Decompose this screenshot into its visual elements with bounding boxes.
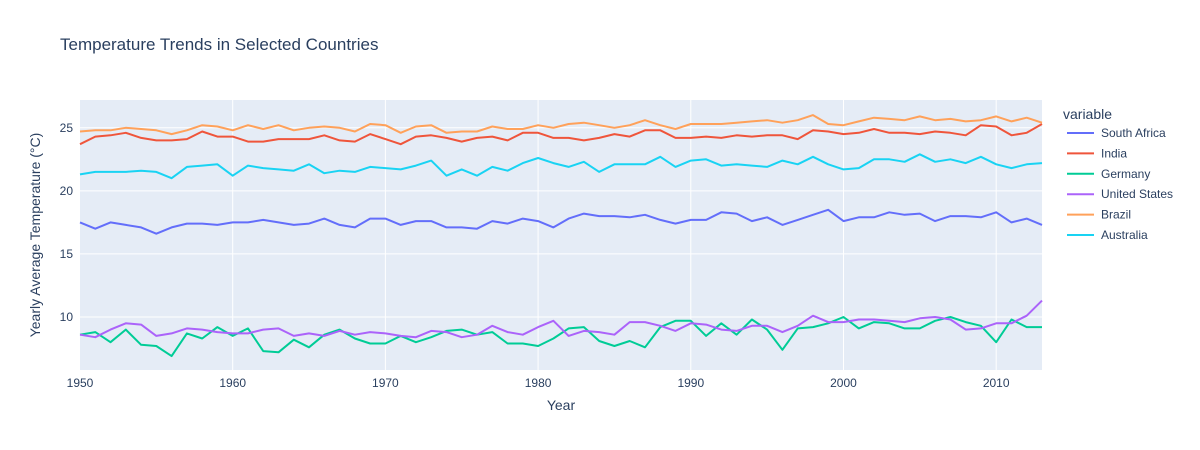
series-line-india — [79, 123, 1043, 146]
y-tick-label: 10 — [60, 310, 74, 324]
y-tick-label: 20 — [60, 184, 74, 198]
legend-label: Brazil — [1101, 208, 1131, 222]
legend-label: India — [1101, 146, 1127, 160]
legend-item-brazil[interactable]: Brazil — [1067, 208, 1131, 222]
legend-item-south-africa[interactable]: South Africa — [1067, 126, 1166, 140]
chart-title: Temperature Trends in Selected Countries — [60, 35, 378, 54]
legend-item-germany[interactable]: Germany — [1067, 167, 1150, 181]
x-tick-label: 2000 — [830, 376, 857, 390]
series-line-germany — [79, 316, 1042, 358]
y-tick-label: 15 — [60, 247, 74, 261]
legend-label: United States — [1101, 187, 1173, 201]
series-lines — [79, 114, 1043, 358]
x-axis-title: Year — [547, 397, 576, 413]
y-tick-label: 25 — [60, 121, 74, 135]
x-tick-label: 1980 — [525, 376, 552, 390]
legend-items: South Africa India Germany United States Bra… — [1067, 126, 1173, 242]
legend-label: Germany — [1101, 167, 1150, 181]
y-axis-title: Yearly Average Temperature (°C) — [27, 133, 43, 338]
legend-label: Australia — [1101, 228, 1148, 242]
legend-item-australia[interactable]: Australia — [1067, 228, 1148, 242]
legend-label: South Africa — [1101, 126, 1166, 140]
gridlines — [80, 100, 1042, 370]
series-line-united-states — [79, 299, 1043, 339]
legend-title: variable — [1063, 106, 1112, 122]
plot-area — [80, 100, 1042, 370]
x-tick-label: 1990 — [677, 376, 704, 390]
series-line-australia — [79, 153, 1043, 180]
x-tick-label: 1950 — [67, 376, 94, 390]
x-tick-label: 1970 — [372, 376, 399, 390]
x-tick-label: 1960 — [219, 376, 246, 390]
x-tick-label: 2010 — [983, 376, 1010, 390]
legend: variable South Africa India Germany United … — [1063, 106, 1173, 242]
series-line-brazil — [79, 114, 1043, 136]
legend-item-india[interactable]: India — [1067, 146, 1127, 160]
series-line-south-africa — [79, 208, 1043, 235]
legend-item-united-states[interactable]: United States — [1067, 187, 1173, 201]
